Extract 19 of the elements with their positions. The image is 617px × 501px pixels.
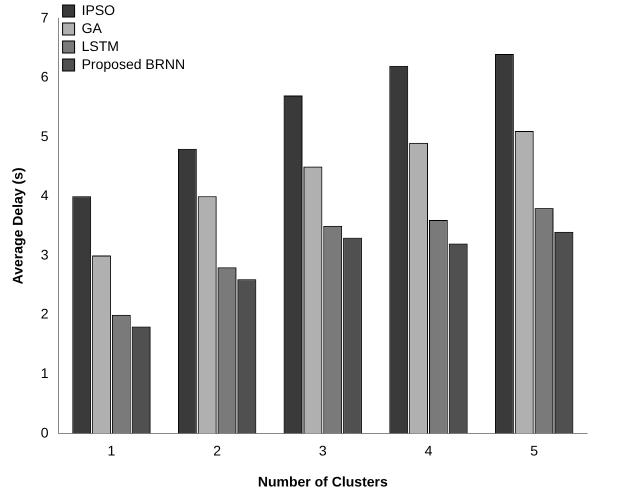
y-tick-label: 7 [40, 9, 49, 26]
y-tick-label: 6 [40, 68, 49, 85]
x-axis-title: Number of Clusters [258, 473, 388, 490]
x-tick-label: 4 [424, 442, 433, 459]
y-axis-title: Average Delay (s) [9, 167, 26, 284]
legend-label: GA [82, 20, 102, 36]
x-tick-label: 2 [213, 442, 222, 459]
y-tick-label: 3 [40, 246, 49, 262]
x-tick-label: 3 [318, 442, 327, 459]
x-tick-label: 5 [530, 442, 538, 459]
y-tick-label: 0 [40, 424, 49, 440]
y-tick-label: 4 [40, 187, 49, 204]
legend-label: IPSO [82, 2, 116, 18]
y-tick-label: 5 [40, 128, 49, 144]
legend-label: LSTM [82, 38, 119, 54]
x-tick-label: 1 [108, 442, 116, 459]
y-tick-label: 1 [40, 364, 49, 381]
legend-label: Proposed BRNN [82, 56, 186, 72]
y-tick-label: 2 [40, 306, 49, 322]
